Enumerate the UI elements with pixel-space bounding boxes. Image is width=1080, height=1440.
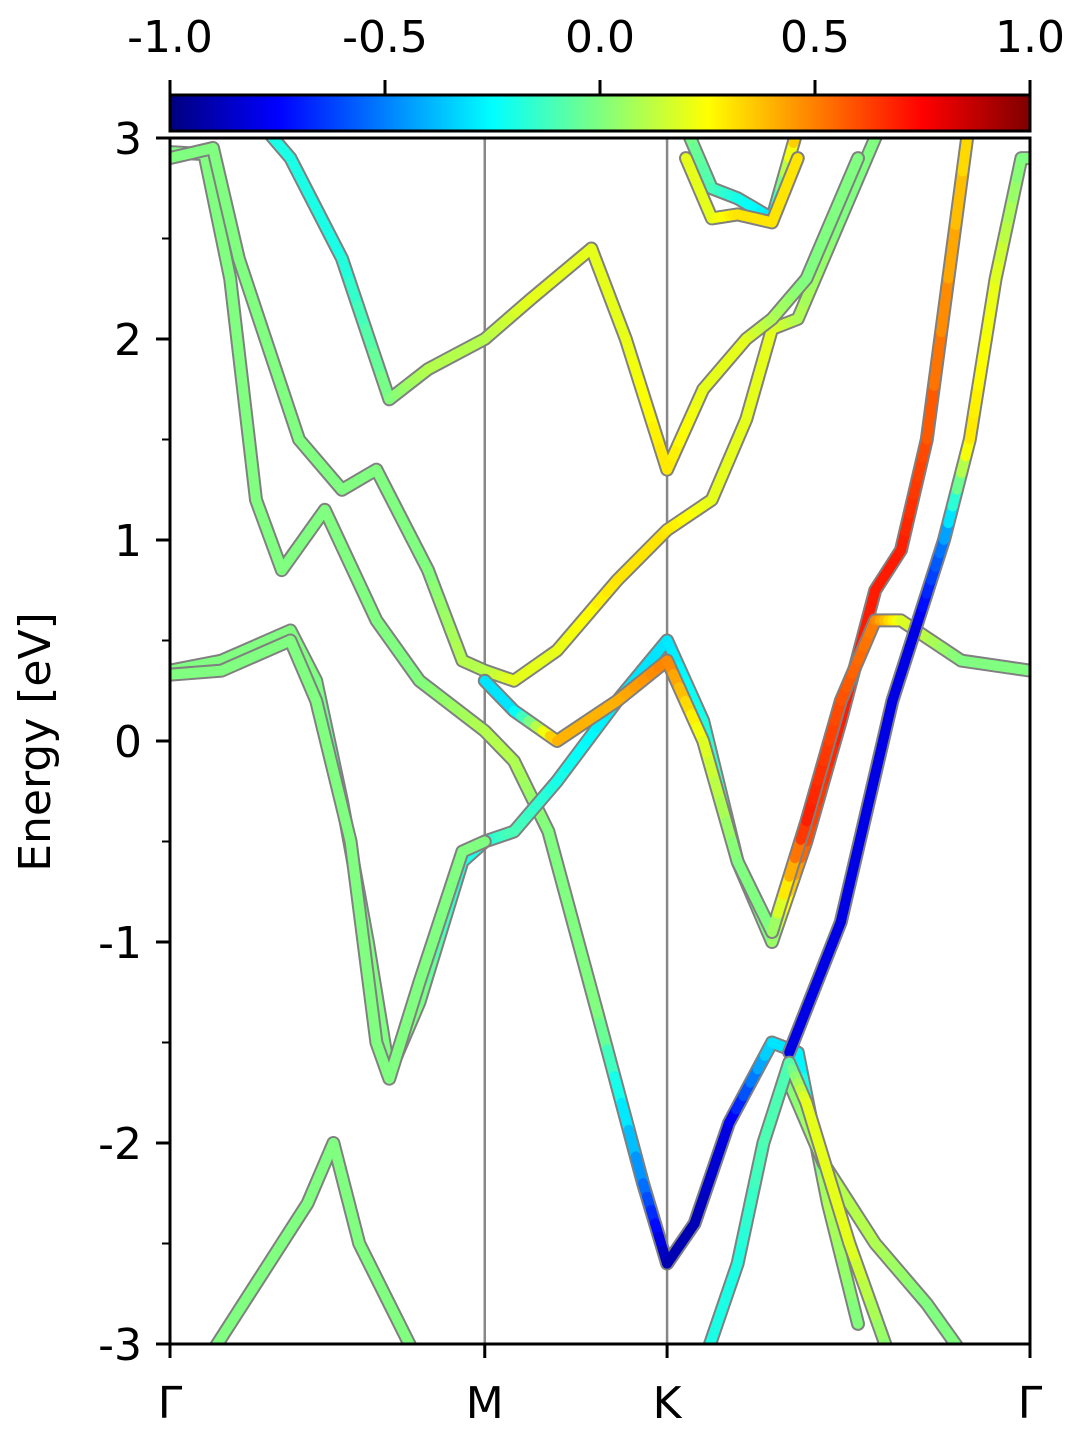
- x-axis-tick-label: M: [466, 1378, 504, 1429]
- band-segment: [705, 1342, 713, 1344]
- band-segment: [358, 937, 373, 981]
- colorbar-tick-labels: -1.0 -0.5 0.0 0.5 1.0: [127, 12, 1065, 63]
- band-segment: [404, 1339, 415, 1344]
- band-segment: [577, 953, 597, 996]
- band-series: [679, 151, 805, 230]
- band-segment: [788, 138, 801, 149]
- band-segment: [861, 769, 881, 817]
- band-segment: [225, 273, 240, 321]
- y-axis-tick-label: 3: [114, 114, 142, 165]
- colorbar-tick-label: -1.0: [127, 12, 213, 63]
- band-segment: [936, 273, 954, 338]
- band-segment: [963, 1354, 970, 1364]
- y-axis-tick-label: -2: [98, 1119, 142, 1170]
- band-segment: [835, 880, 855, 927]
- band-segment: [204, 1351, 213, 1364]
- y-axis-ticks: [156, 136, 170, 1346]
- colorbar-tick-label: 1.0: [995, 12, 1065, 63]
- band-segment: [242, 421, 257, 468]
- band-segment: [233, 347, 249, 395]
- plot-area: 3 2 1 0 -1 -2 -3 Γ M K Γ Energy [eV]: [10, 114, 1043, 1429]
- colorbar-ticks: [168, 80, 1032, 95]
- band-segment: [552, 858, 571, 901]
- band-segment: [844, 153, 863, 184]
- band-series: [170, 633, 492, 1086]
- y-axis-title: Energy [eV]: [10, 612, 61, 872]
- band-segment: [229, 310, 244, 358]
- x-axis-tick-label: K: [653, 1378, 683, 1429]
- band-segment: [950, 166, 968, 231]
- band-segment: [354, 903, 369, 947]
- y-axis-tick-label: 0: [114, 717, 142, 768]
- band-segment: [864, 138, 881, 157]
- band-segment: [543, 826, 562, 869]
- band-segment: [238, 384, 253, 432]
- band-segment: [1013, 663, 1030, 676]
- y-axis-tick-label: -3: [98, 1320, 142, 1371]
- band-segment: [367, 1004, 382, 1048]
- band-segment: [253, 313, 274, 355]
- band-segment: [263, 344, 284, 385]
- band-segment: [243, 283, 264, 324]
- x-axis-tick-label: Γ: [158, 1378, 183, 1429]
- band-series: [204, 1136, 418, 1364]
- y-axis-tick-label: -1: [98, 918, 142, 969]
- y-axis-tick-label: 1: [114, 516, 142, 567]
- band-segment: [233, 253, 254, 294]
- band-segment: [476, 836, 490, 849]
- band-segment: [943, 220, 961, 284]
- band-segment: [921, 380, 939, 445]
- band-segment: [246, 457, 261, 505]
- y-axis-tick-label: 2: [114, 315, 142, 366]
- band-segment: [362, 970, 378, 1014]
- bands: [170, 138, 1030, 1364]
- colorbar-gradient: [168, 93, 1032, 133]
- plot-background: [170, 138, 1030, 1344]
- band-segment: [878, 695, 898, 743]
- band-segment: [560, 890, 580, 932]
- band-segment: [283, 404, 304, 445]
- band-segment: [870, 732, 889, 780]
- x-axis-tick-label: Γ: [1018, 1378, 1043, 1429]
- band-series: [782, 151, 1030, 1060]
- colorbar-tick-label: 0.0: [565, 12, 635, 63]
- y-axis-tick-labels: 3 2 1 0 -1 -2 -3: [98, 114, 142, 1371]
- band-segment: [569, 921, 588, 964]
- colorbar-tick-label: -0.5: [342, 12, 428, 63]
- band-series: [263, 138, 865, 477]
- band-segment: [957, 138, 973, 177]
- band-segment: [349, 870, 365, 914]
- band-segment: [788, 153, 803, 174]
- band-series: [702, 1055, 893, 1344]
- band-segment: [928, 327, 947, 391]
- band-segment: [847, 1298, 863, 1329]
- band-segment: [950, 1339, 962, 1344]
- band-segment: [273, 374, 294, 415]
- band-segment: [586, 985, 605, 1028]
- colorbar: -1.0 -0.5 0.0 0.5 1.0: [127, 12, 1065, 133]
- band-series: [477, 613, 1030, 939]
- band-segment: [853, 806, 872, 854]
- band-segment: [345, 836, 360, 880]
- colorbar-tick-label: 0.5: [780, 12, 850, 63]
- band-segment: [844, 843, 863, 891]
- band-segment: [880, 1339, 891, 1344]
